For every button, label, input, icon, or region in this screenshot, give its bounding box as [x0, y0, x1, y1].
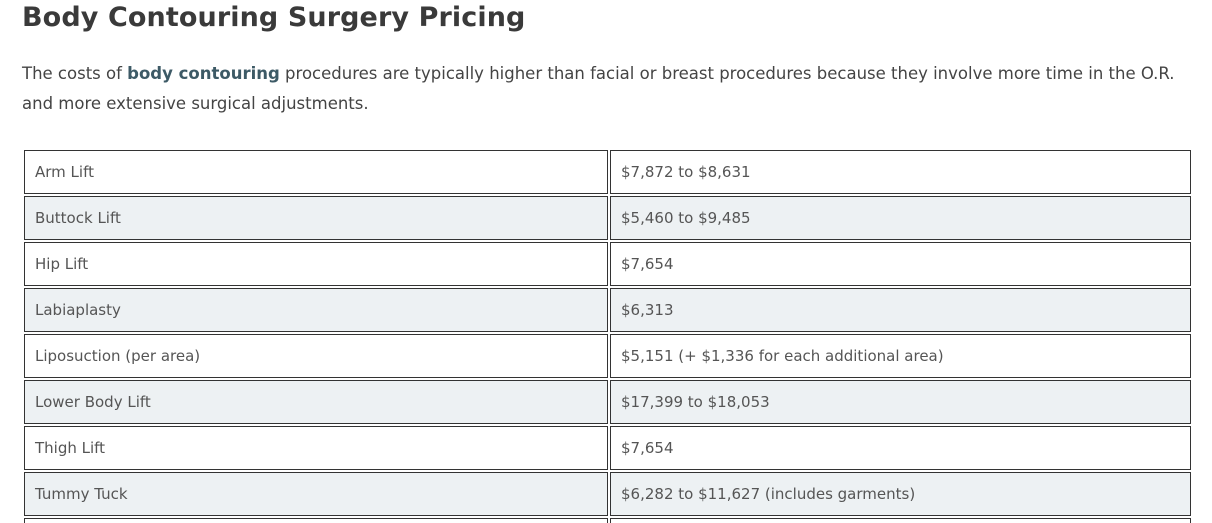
table-row: Arm Lift $7,872 to $8,631 [24, 150, 1191, 194]
table-row: Hip Lift $7,654 [24, 242, 1191, 286]
price-cell: $7,872 to $8,631 [610, 150, 1191, 194]
table-row: Lower Body Lift $17,399 to $18,053 [24, 380, 1191, 424]
price-cell: $6,282 to $11,627 (includes garments) [610, 472, 1191, 516]
price-cell: $6,313 [610, 288, 1191, 332]
pricing-table: Arm Lift $7,872 to $8,631 Buttock Lift $… [22, 148, 1193, 523]
price-cell: $7,654 [610, 426, 1191, 470]
page-title: Body Contouring Surgery Pricing [22, 2, 526, 33]
procedure-cell: Buttock Lift [24, 196, 608, 240]
intro-text-after: procedures are typically higher than fac… [22, 64, 1175, 113]
procedure-cell [24, 518, 608, 523]
procedure-cell: Labiaplasty [24, 288, 608, 332]
table-row: Buttock Lift $5,460 to $9,485 [24, 196, 1191, 240]
price-cell: $17,399 to $18,053 [610, 380, 1191, 424]
intro-text-before: The costs of [22, 64, 128, 83]
procedure-cell: Lower Body Lift [24, 380, 608, 424]
table-row: Thigh Lift $7,654 [24, 426, 1191, 470]
price-cell: $7,654 [610, 242, 1191, 286]
price-cell: $5,460 to $9,485 [610, 196, 1191, 240]
table-row: Liposuction (per area) $5,151 (+ $1,336 … [24, 334, 1191, 378]
table-row: Tummy Tuck $6,282 to $11,627 (includes g… [24, 472, 1191, 516]
procedure-cell: Liposuction (per area) [24, 334, 608, 378]
procedure-cell: Thigh Lift [24, 426, 608, 470]
procedure-cell: Tummy Tuck [24, 472, 608, 516]
intro-paragraph: The costs of body contouring procedures … [22, 59, 1192, 119]
price-cell [610, 518, 1191, 523]
table-row [24, 518, 1191, 523]
body-contouring-link[interactable]: body contouring [127, 64, 280, 83]
price-cell: $5,151 (+ $1,336 for each additional are… [610, 334, 1191, 378]
procedure-cell: Hip Lift [24, 242, 608, 286]
table-row: Labiaplasty $6,313 [24, 288, 1191, 332]
procedure-cell: Arm Lift [24, 150, 608, 194]
